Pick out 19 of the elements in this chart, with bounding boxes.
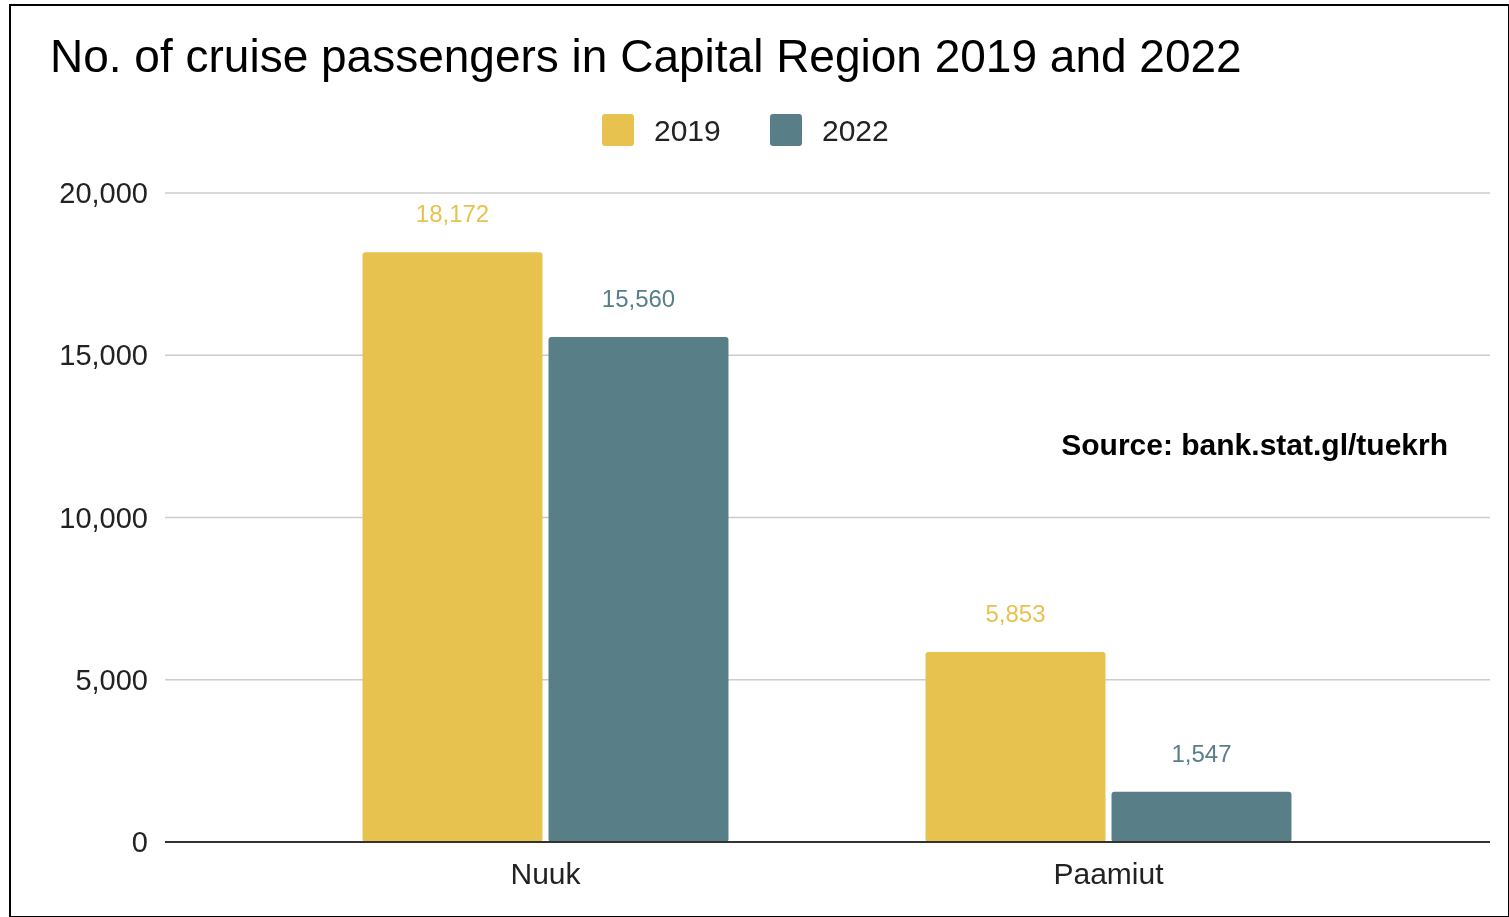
chart-title: No. of cruise passengers in Capital Region 2019 and 2022 [50, 30, 1242, 82]
bar [548, 337, 729, 842]
data-label: 1,547 [1171, 739, 1232, 767]
bar [362, 252, 543, 842]
y-tick-label: 10,000 [59, 501, 148, 534]
bar [925, 652, 1106, 842]
legend-label: 2019 [654, 114, 721, 147]
y-tick-label: 15,000 [59, 339, 148, 372]
data-label: 18,172 [415, 200, 490, 228]
bar [1111, 791, 1292, 842]
x-tick-label: Nuuk [510, 857, 582, 890]
annotation: Source: bank.stat.gl/tuekrh [1061, 428, 1448, 461]
y-tick-label: 0 [131, 826, 148, 858]
x-tick-label: Paamiut [1053, 857, 1165, 890]
data-label: 15,560 [601, 285, 676, 313]
y-tick-label: 20,000 [59, 177, 148, 209]
legend-label: 2022 [822, 114, 889, 147]
data-label: 5,853 [985, 600, 1046, 628]
y-tick-label: 5,000 [75, 663, 148, 696]
